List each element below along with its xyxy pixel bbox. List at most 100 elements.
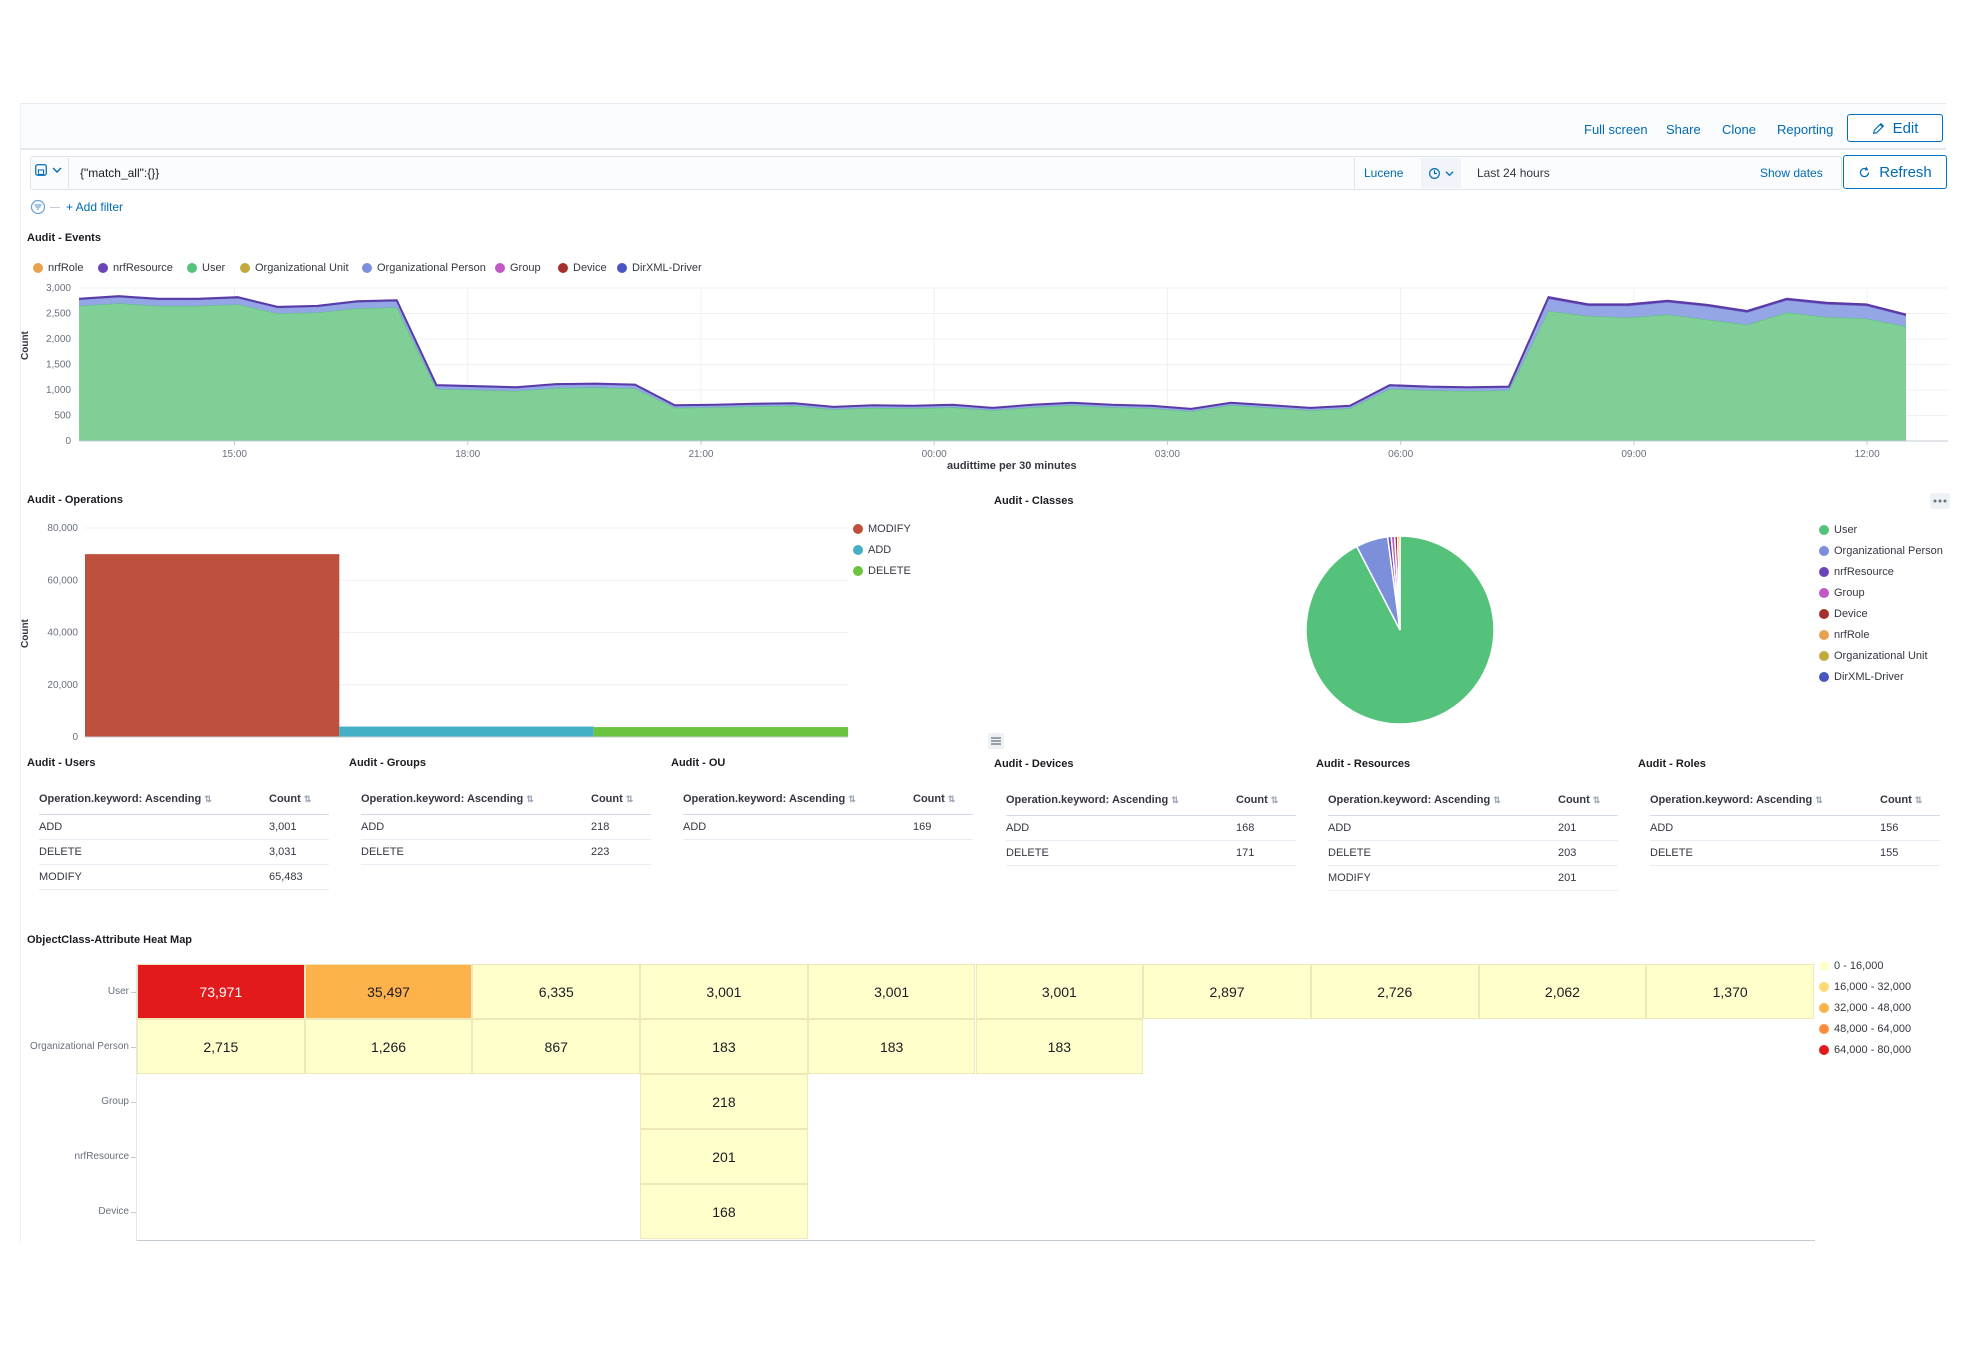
sort-icon[interactable]: ⇅ xyxy=(1493,795,1501,805)
events-area-user[interactable] xyxy=(79,303,1906,441)
operation-column-header[interactable]: Operation.keyword: Ascending ⇅ xyxy=(683,790,913,815)
classes-legend-item[interactable]: Organizational Unit xyxy=(1819,650,1928,662)
heatmap-legend-item[interactable]: 48,000 - 64,000 xyxy=(1819,1023,1911,1035)
heatmap-legend-item[interactable]: 64,000 - 80,000 xyxy=(1819,1044,1911,1056)
filter-icon[interactable] xyxy=(30,199,46,215)
frame-top-border xyxy=(20,103,1946,104)
query-language-button[interactable]: Lucene xyxy=(1364,166,1404,180)
heatmap-cell[interactable]: 201 xyxy=(640,1129,808,1184)
saved-query-menu[interactable] xyxy=(34,163,62,177)
events-x-axis-label: audittime per 30 minutes xyxy=(947,460,1077,472)
count-column-header[interactable]: Count ⇅ xyxy=(591,790,651,815)
sort-icon[interactable]: ⇅ xyxy=(303,794,312,804)
heatmap-legend-item[interactable]: 16,000 - 32,000 xyxy=(1819,981,1911,993)
legend-label: Organizational Person xyxy=(1834,545,1943,557)
heatmap-legend-item[interactable]: 0 - 16,000 xyxy=(1819,960,1884,972)
sort-icon[interactable]: ⇅ xyxy=(848,794,856,804)
heatmap-cell[interactable]: 2,715 xyxy=(137,1019,305,1074)
heatmap-cell[interactable]: 183 xyxy=(975,1019,1144,1074)
sort-icon[interactable]: ⇅ xyxy=(204,794,212,804)
heatmap-legend-item[interactable]: 32,000 - 48,000 xyxy=(1819,1002,1911,1014)
events-legend-item[interactable]: nrfRole xyxy=(33,262,83,274)
sort-icon[interactable]: ⇅ xyxy=(1815,795,1823,805)
ops-bar-modify[interactable] xyxy=(85,554,340,737)
ops-y-tick: 80,000 xyxy=(47,523,78,534)
events-area-chart: 0 500 1,000 1,500 2,000 2,500 3,000 15:00 18:00 2… xyxy=(46,283,1948,460)
events-legend-item[interactable]: Device xyxy=(558,262,607,274)
panel-options-button[interactable] xyxy=(1930,493,1950,509)
ops-bar-add[interactable] xyxy=(339,726,594,737)
events-legend-item[interactable]: Organizational Unit xyxy=(240,262,349,274)
heatmap-cell[interactable]: 1,266 xyxy=(304,1019,473,1074)
sort-icon[interactable]: ⇅ xyxy=(1270,795,1279,805)
count-column-header[interactable]: Count ⇅ xyxy=(1880,791,1940,816)
legend-swatch xyxy=(853,566,863,576)
classes-legend-item[interactable]: User xyxy=(1819,524,1857,536)
heatmap-cell[interactable]: 1,370 xyxy=(1646,964,1814,1019)
time-range-value[interactable]: Last 24 hours xyxy=(1477,166,1550,180)
heatmap-cell[interactable]: 168 xyxy=(640,1184,808,1239)
operation-cell: ADD xyxy=(361,814,591,840)
heatmap-cell[interactable]: 3,001 xyxy=(975,964,1144,1019)
count-column-header[interactable]: Count ⇅ xyxy=(1558,791,1618,816)
classes-panel-title: Audit - Classes xyxy=(994,495,1074,507)
operation-column-header[interactable]: Operation.keyword: Ascending ⇅ xyxy=(361,790,591,815)
operation-column-header[interactable]: Operation.keyword: Ascending ⇅ xyxy=(1328,791,1558,816)
heatmap-cell[interactable]: 2,897 xyxy=(1143,964,1311,1019)
heatmap-cell[interactable]: 35,497 xyxy=(304,964,473,1019)
sort-icon[interactable]: ⇅ xyxy=(1592,795,1601,805)
edit-button[interactable]: Edit xyxy=(1847,114,1943,142)
reporting-link[interactable]: Reporting xyxy=(1777,122,1834,137)
events-legend-item[interactable]: User xyxy=(187,262,225,274)
classes-legend-item[interactable]: Group xyxy=(1819,587,1865,599)
events-legend-item[interactable]: Group xyxy=(495,262,541,274)
sort-icon[interactable]: ⇅ xyxy=(947,794,956,804)
classes-legend-item[interactable]: nrfResource xyxy=(1819,566,1894,578)
sort-icon[interactable]: ⇅ xyxy=(526,794,534,804)
classes-legend-item[interactable]: Organizational Person xyxy=(1819,545,1943,557)
heatmap-cell[interactable]: 6,335 xyxy=(472,964,641,1019)
legend-label: Organizational Unit xyxy=(1834,650,1928,662)
events-legend-item[interactable]: DirXML-Driver xyxy=(617,262,702,274)
ops-legend-item[interactable]: ADD xyxy=(853,544,891,556)
operation-column-header[interactable]: Operation.keyword: Ascending ⇅ xyxy=(1006,791,1236,816)
operation-column-header[interactable]: Operation.keyword: Ascending ⇅ xyxy=(1650,791,1880,816)
heatmap-cell[interactable]: 867 xyxy=(472,1019,641,1074)
legend-toggle-button[interactable] xyxy=(988,733,1004,749)
ops-bar-delete[interactable] xyxy=(593,727,848,737)
events-area-organizational-person[interactable] xyxy=(79,297,1906,412)
sort-icon[interactable]: ⇅ xyxy=(1914,795,1923,805)
query-input[interactable]: {"match_all":{}} xyxy=(80,166,160,180)
heatmap-cell[interactable]: 183 xyxy=(807,1019,976,1074)
events-legend-item[interactable]: nrfResource xyxy=(98,262,173,274)
add-filter-link[interactable]: + Add filter xyxy=(66,200,124,214)
ops-legend-item[interactable]: MODIFY xyxy=(853,523,911,535)
pie-slice-nrfrole[interactable] xyxy=(1396,535,1401,631)
column-header-label: Count xyxy=(1558,794,1590,806)
full-screen-link[interactable]: Full screen xyxy=(1584,122,1648,137)
count-column-header[interactable]: Count ⇅ xyxy=(1236,791,1296,816)
classes-legend-item[interactable]: Device xyxy=(1819,608,1868,620)
count-column-header[interactable]: Count ⇅ xyxy=(269,790,329,815)
operation-column-header[interactable]: Operation.keyword: Ascending ⇅ xyxy=(39,790,269,815)
heatmap-cell[interactable]: 218 xyxy=(640,1074,808,1129)
quick-time-menu[interactable] xyxy=(1421,158,1461,188)
count-cell: 203 xyxy=(1558,840,1618,866)
share-link[interactable]: Share xyxy=(1666,122,1701,137)
sort-icon[interactable]: ⇅ xyxy=(625,794,634,804)
show-dates-link[interactable]: Show dates xyxy=(1760,166,1823,180)
heatmap-cell[interactable]: 2,062 xyxy=(1478,964,1647,1019)
heatmap-cell[interactable]: 2,726 xyxy=(1310,964,1479,1019)
heatmap-cell[interactable]: 3,001 xyxy=(807,964,976,1019)
heatmap-cell[interactable]: 73,971 xyxy=(137,964,305,1019)
count-column-header[interactable]: Count ⇅ xyxy=(913,790,973,815)
classes-legend-item[interactable]: nrfRole xyxy=(1819,629,1869,641)
ops-legend-item[interactable]: DELETE xyxy=(853,565,911,577)
events-legend-item[interactable]: Organizational Person xyxy=(362,262,486,274)
clone-link[interactable]: Clone xyxy=(1722,122,1756,137)
heatmap-cell[interactable]: 3,001 xyxy=(640,964,808,1019)
sort-icon[interactable]: ⇅ xyxy=(1171,795,1179,805)
classes-legend-item[interactable]: DirXML-Driver xyxy=(1819,671,1904,683)
refresh-button[interactable]: Refresh xyxy=(1843,155,1947,189)
heatmap-cell[interactable]: 183 xyxy=(640,1019,808,1074)
